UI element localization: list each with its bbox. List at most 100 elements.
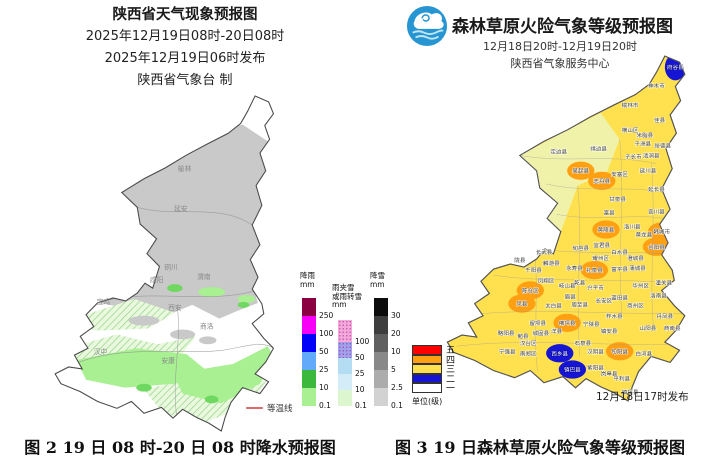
county-label: 佳县 bbox=[654, 116, 666, 124]
county-label: 丹凤县 bbox=[656, 313, 673, 320]
legend-color-segment bbox=[374, 388, 388, 406]
county-area-level4 bbox=[553, 313, 581, 332]
county-label: 镇坪县 bbox=[622, 388, 639, 396]
rain-area bbox=[76, 348, 206, 388]
legend-color-segment bbox=[302, 388, 316, 406]
legend-tick-label: 30 bbox=[391, 311, 401, 320]
county-label: 耀州区 bbox=[592, 254, 609, 262]
city-label: 铜川 bbox=[164, 262, 178, 271]
legend-tick-label: 10 bbox=[355, 385, 365, 394]
snow-patch bbox=[199, 336, 217, 345]
county-label: 太白县 bbox=[545, 302, 562, 310]
legend-tick-label: 250 bbox=[319, 311, 334, 320]
county-boundaries bbox=[456, 139, 683, 372]
legend-color-segment bbox=[338, 374, 352, 390]
county-label: 长武县 bbox=[536, 248, 553, 256]
rain-area-heavier bbox=[167, 284, 183, 293]
county-label: 宜君县 bbox=[593, 241, 610, 249]
county-label: 洛南县 bbox=[650, 292, 667, 300]
county-area-level4 bbox=[580, 260, 609, 280]
county-label: 延川县 bbox=[640, 167, 657, 175]
county-label: 柞水县 bbox=[606, 312, 623, 320]
county-label: 横山区 bbox=[622, 126, 639, 134]
county-label: 定边县 bbox=[550, 148, 567, 156]
legend-color-segment bbox=[374, 334, 388, 352]
county-label: 子洲县 bbox=[634, 140, 651, 147]
county-label: 平利县 bbox=[613, 375, 630, 383]
county-label: 华州区 bbox=[632, 281, 649, 289]
province-border bbox=[54, 95, 275, 432]
legend-tick-label: 0.1 bbox=[319, 401, 331, 410]
county-label: 乾县 bbox=[574, 278, 586, 286]
county-label: 汉阴县 bbox=[587, 347, 604, 355]
rain-area-heavier bbox=[136, 383, 152, 392]
legend-tick-label: 50 bbox=[319, 347, 329, 356]
fire-issue-time: 12月18日17时发布 bbox=[596, 391, 689, 403]
prefecture-boundaries bbox=[55, 207, 274, 418]
county-label: 绥德县 bbox=[654, 141, 671, 149]
county-label: 米脂县 bbox=[637, 131, 654, 139]
legend-tick-label: 25 bbox=[319, 365, 329, 374]
legend-bar-title: mm bbox=[370, 279, 385, 289]
legend-bar-title: 雨夹雪 bbox=[332, 283, 355, 292]
county-label: 吴起县 bbox=[572, 168, 589, 175]
county-area-level4 bbox=[588, 171, 616, 190]
county-label: 岐山县 bbox=[559, 281, 576, 289]
county-label: 略阳县 bbox=[498, 329, 515, 337]
fire-producer: 陕西省气象服务中心 bbox=[510, 57, 610, 70]
legend-bar-title: mm bbox=[332, 300, 347, 309]
legend-tick-label: 100 bbox=[319, 329, 334, 338]
legend-bar-title: mm bbox=[300, 279, 315, 289]
fire-legend: 五四三二一单位(级) bbox=[412, 345, 455, 407]
county-label: 兴平市 bbox=[587, 283, 604, 291]
legend-tick-label: 10 bbox=[391, 347, 401, 356]
precip-title: 陕西省天气现象预报图 bbox=[112, 7, 258, 23]
county-label: 千阳县 bbox=[525, 266, 542, 274]
precip-valid-period: 2025年12月19日08时-20日08时 bbox=[85, 29, 285, 44]
precip-header: 陕西省天气现象预报图 2025年12月19日08时-20日08时 2025年12… bbox=[30, 4, 340, 92]
county-label: 镇巴县 bbox=[564, 366, 581, 374]
legend-tick-label: 20 bbox=[391, 329, 401, 338]
legend-tick-label: 0.1 bbox=[355, 401, 367, 410]
city-label: 商洛 bbox=[200, 321, 214, 330]
legend-tick-label: 25 bbox=[355, 369, 365, 378]
fire-legend-level-label: 二 bbox=[446, 374, 456, 385]
county-label: 石泉县 bbox=[575, 339, 592, 347]
county-label: 麟游县 bbox=[543, 259, 560, 267]
legend-color-segment bbox=[374, 370, 388, 388]
county-label: 蒲城县 bbox=[629, 264, 646, 272]
county-label: 韩城市 bbox=[653, 228, 670, 236]
city-label: 汉中 bbox=[94, 347, 108, 356]
county-label: 洛川县 bbox=[624, 223, 641, 231]
legend-color-segment bbox=[302, 334, 316, 352]
county-label: 黄龙县 bbox=[635, 231, 652, 239]
precip-producer: 陕西省气象台 制 bbox=[137, 73, 233, 88]
fire-legend-unit: 单位(级) bbox=[412, 396, 443, 406]
fire-legend-row: 一 bbox=[412, 383, 455, 394]
city-label: 安康 bbox=[161, 356, 175, 365]
county-label: 长安区 bbox=[596, 297, 613, 305]
fire-legend-level-label: 五 bbox=[446, 346, 456, 357]
fire-legend-swatch bbox=[412, 364, 442, 374]
fire-legend-row: 五 bbox=[412, 345, 456, 357]
legend-tick-label: 0.1 bbox=[391, 401, 403, 410]
county-label: 陈仓区 bbox=[522, 287, 539, 295]
city-label: 渭南 bbox=[197, 272, 211, 281]
county-label: 城固县 bbox=[532, 330, 549, 337]
county-label: 镇安县 bbox=[601, 327, 618, 335]
county-label: 佛坪县 bbox=[559, 319, 576, 327]
county-label: 宁强县 bbox=[499, 347, 516, 355]
legend-color-segment bbox=[338, 358, 352, 374]
snow-patch bbox=[128, 315, 160, 326]
isoline-label: 等温线 bbox=[267, 404, 293, 414]
fire-legend-level-label: 三 bbox=[446, 365, 456, 376]
rain-area bbox=[198, 287, 226, 297]
county-label: 勉县 bbox=[517, 332, 529, 340]
city-label: 咸阳 bbox=[150, 275, 164, 284]
isoline-symbol bbox=[246, 407, 263, 409]
county-label: 安塞区 bbox=[611, 170, 628, 178]
county-label: 白河县 bbox=[635, 349, 652, 357]
precip-legend: 降雨 mm 250 100 50 25 10 0.1 雨夹雪 或雨转雪 mm 100 50 25 10 0.1… bbox=[294, 271, 412, 414]
